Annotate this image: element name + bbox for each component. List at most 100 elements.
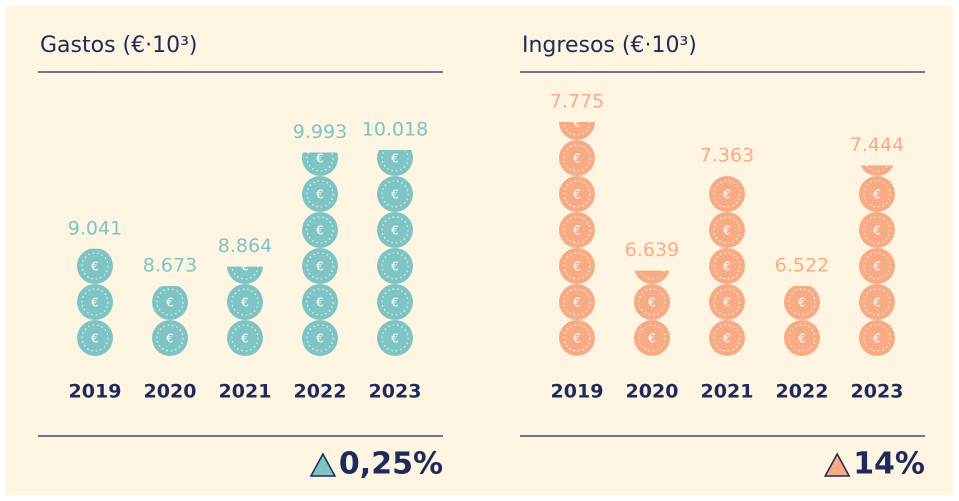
coin-stack: €€€€€€ — [859, 152, 895, 356]
coin-stack: €€€€€€ — [302, 152, 338, 356]
coin-stack: € € € € € € € — [559, 116, 595, 356]
x-tick-label: 2022 — [294, 381, 347, 403]
coin — [559, 122, 595, 140]
x-tick-label: 2023 — [369, 381, 422, 403]
coin-ring — [788, 324, 816, 352]
coin-ring — [788, 288, 816, 316]
coin-ring — [638, 324, 666, 352]
coin-stack: €€€€€€ — [377, 150, 413, 356]
coin-symbol: € — [573, 188, 581, 202]
coin-symbol: € — [723, 224, 731, 238]
coin-stack: €€€€€€ — [709, 175, 745, 356]
chart-title: Ingresos (€·10³) — [522, 33, 697, 58]
coin-ring — [563, 252, 591, 280]
coin-symbol: € — [391, 260, 399, 274]
coin-symbol: € — [391, 332, 399, 346]
coin-symbol: € — [91, 332, 99, 346]
coin-symbol: € — [873, 296, 881, 310]
coin-ring — [563, 324, 591, 352]
coin-symbol: € — [573, 332, 581, 346]
coin-symbol: € — [798, 296, 806, 310]
value-label: 7.444 — [850, 134, 904, 156]
coin-symbol: € — [573, 116, 581, 130]
coin-symbol: € — [316, 332, 324, 346]
coin-ring — [156, 288, 184, 316]
background — [6, 6, 953, 495]
value-label: 7.363 — [700, 144, 754, 166]
coin-ring — [863, 180, 891, 208]
coin-ring — [713, 216, 741, 244]
coin-ring — [81, 324, 109, 352]
x-tick-label: 2021 — [219, 381, 272, 403]
coin-symbol: € — [573, 224, 581, 238]
coin — [634, 270, 670, 284]
coin-ring — [381, 252, 409, 280]
coin-ring — [563, 144, 591, 172]
value-label: 6.639 — [625, 239, 679, 261]
coin-symbol: € — [391, 224, 399, 238]
coin-symbol: € — [166, 296, 174, 310]
coin-stack: €€ — [784, 286, 820, 356]
coin-symbol: € — [873, 260, 881, 274]
coin-stack: € € € — [77, 248, 113, 356]
x-tick-label: 2019 — [69, 381, 122, 403]
value-label: 7.775 — [550, 91, 604, 113]
coin-symbol: € — [648, 260, 656, 274]
coin-symbol: € — [241, 296, 249, 310]
coin-ring — [563, 288, 591, 316]
coin — [860, 165, 894, 176]
coin-ring — [638, 288, 666, 316]
change-triangle — [309, 452, 337, 477]
x-tick-label: 2023 — [851, 381, 904, 403]
coin-ring — [563, 180, 591, 208]
coin-ring — [81, 288, 109, 316]
value-label: 9.993 — [293, 121, 347, 143]
coin-ring — [713, 252, 741, 280]
coin-symbol: € — [241, 260, 249, 274]
coin-symbol: € — [648, 332, 656, 346]
coin-symbol: € — [723, 296, 731, 310]
coin-symbol: € — [648, 296, 656, 310]
coin-symbol: € — [573, 260, 581, 274]
value-label: 8.864 — [218, 235, 272, 257]
x-tick-label: 2020 — [626, 381, 679, 403]
coin-ring — [306, 324, 334, 352]
change-value: 14% — [853, 447, 925, 482]
coin-ring — [381, 150, 409, 172]
coin-symbol: € — [91, 260, 99, 274]
coin-symbol: € — [798, 332, 806, 346]
coin-ring — [81, 252, 109, 280]
coin-ring — [306, 288, 334, 316]
coin-ring — [713, 324, 741, 352]
coin-symbol: € — [316, 152, 324, 166]
change-triangle — [823, 452, 851, 477]
coin-ring — [381, 288, 409, 316]
coin — [725, 175, 729, 176]
coin-symbol: € — [166, 332, 174, 346]
coin-ring — [231, 324, 259, 352]
coin-symbol: € — [573, 296, 581, 310]
coin-symbol: € — [873, 332, 881, 346]
coin-symbol: € — [316, 224, 324, 238]
value-label: 10.018 — [362, 119, 428, 141]
coin-ring — [381, 324, 409, 352]
coin-stack: € € € — [227, 260, 263, 356]
x-tick-label: 2021 — [701, 381, 754, 403]
coin-symbol: € — [91, 296, 99, 310]
coin-ring — [713, 180, 741, 208]
coin-ring — [156, 324, 184, 352]
coin — [227, 266, 263, 284]
coin-ring — [863, 324, 891, 352]
coin-symbol: € — [391, 296, 399, 310]
coin-symbol: € — [316, 188, 324, 202]
coin — [302, 152, 338, 176]
coin-symbol: € — [573, 152, 581, 166]
value-label: 9.041 — [68, 217, 122, 239]
coin-symbol: € — [316, 260, 324, 274]
coin — [377, 150, 413, 176]
x-tick-label: 2019 — [551, 381, 604, 403]
coin-symbol: € — [723, 260, 731, 274]
coin-symbol: € — [873, 152, 881, 166]
coin-symbol: € — [873, 188, 881, 202]
